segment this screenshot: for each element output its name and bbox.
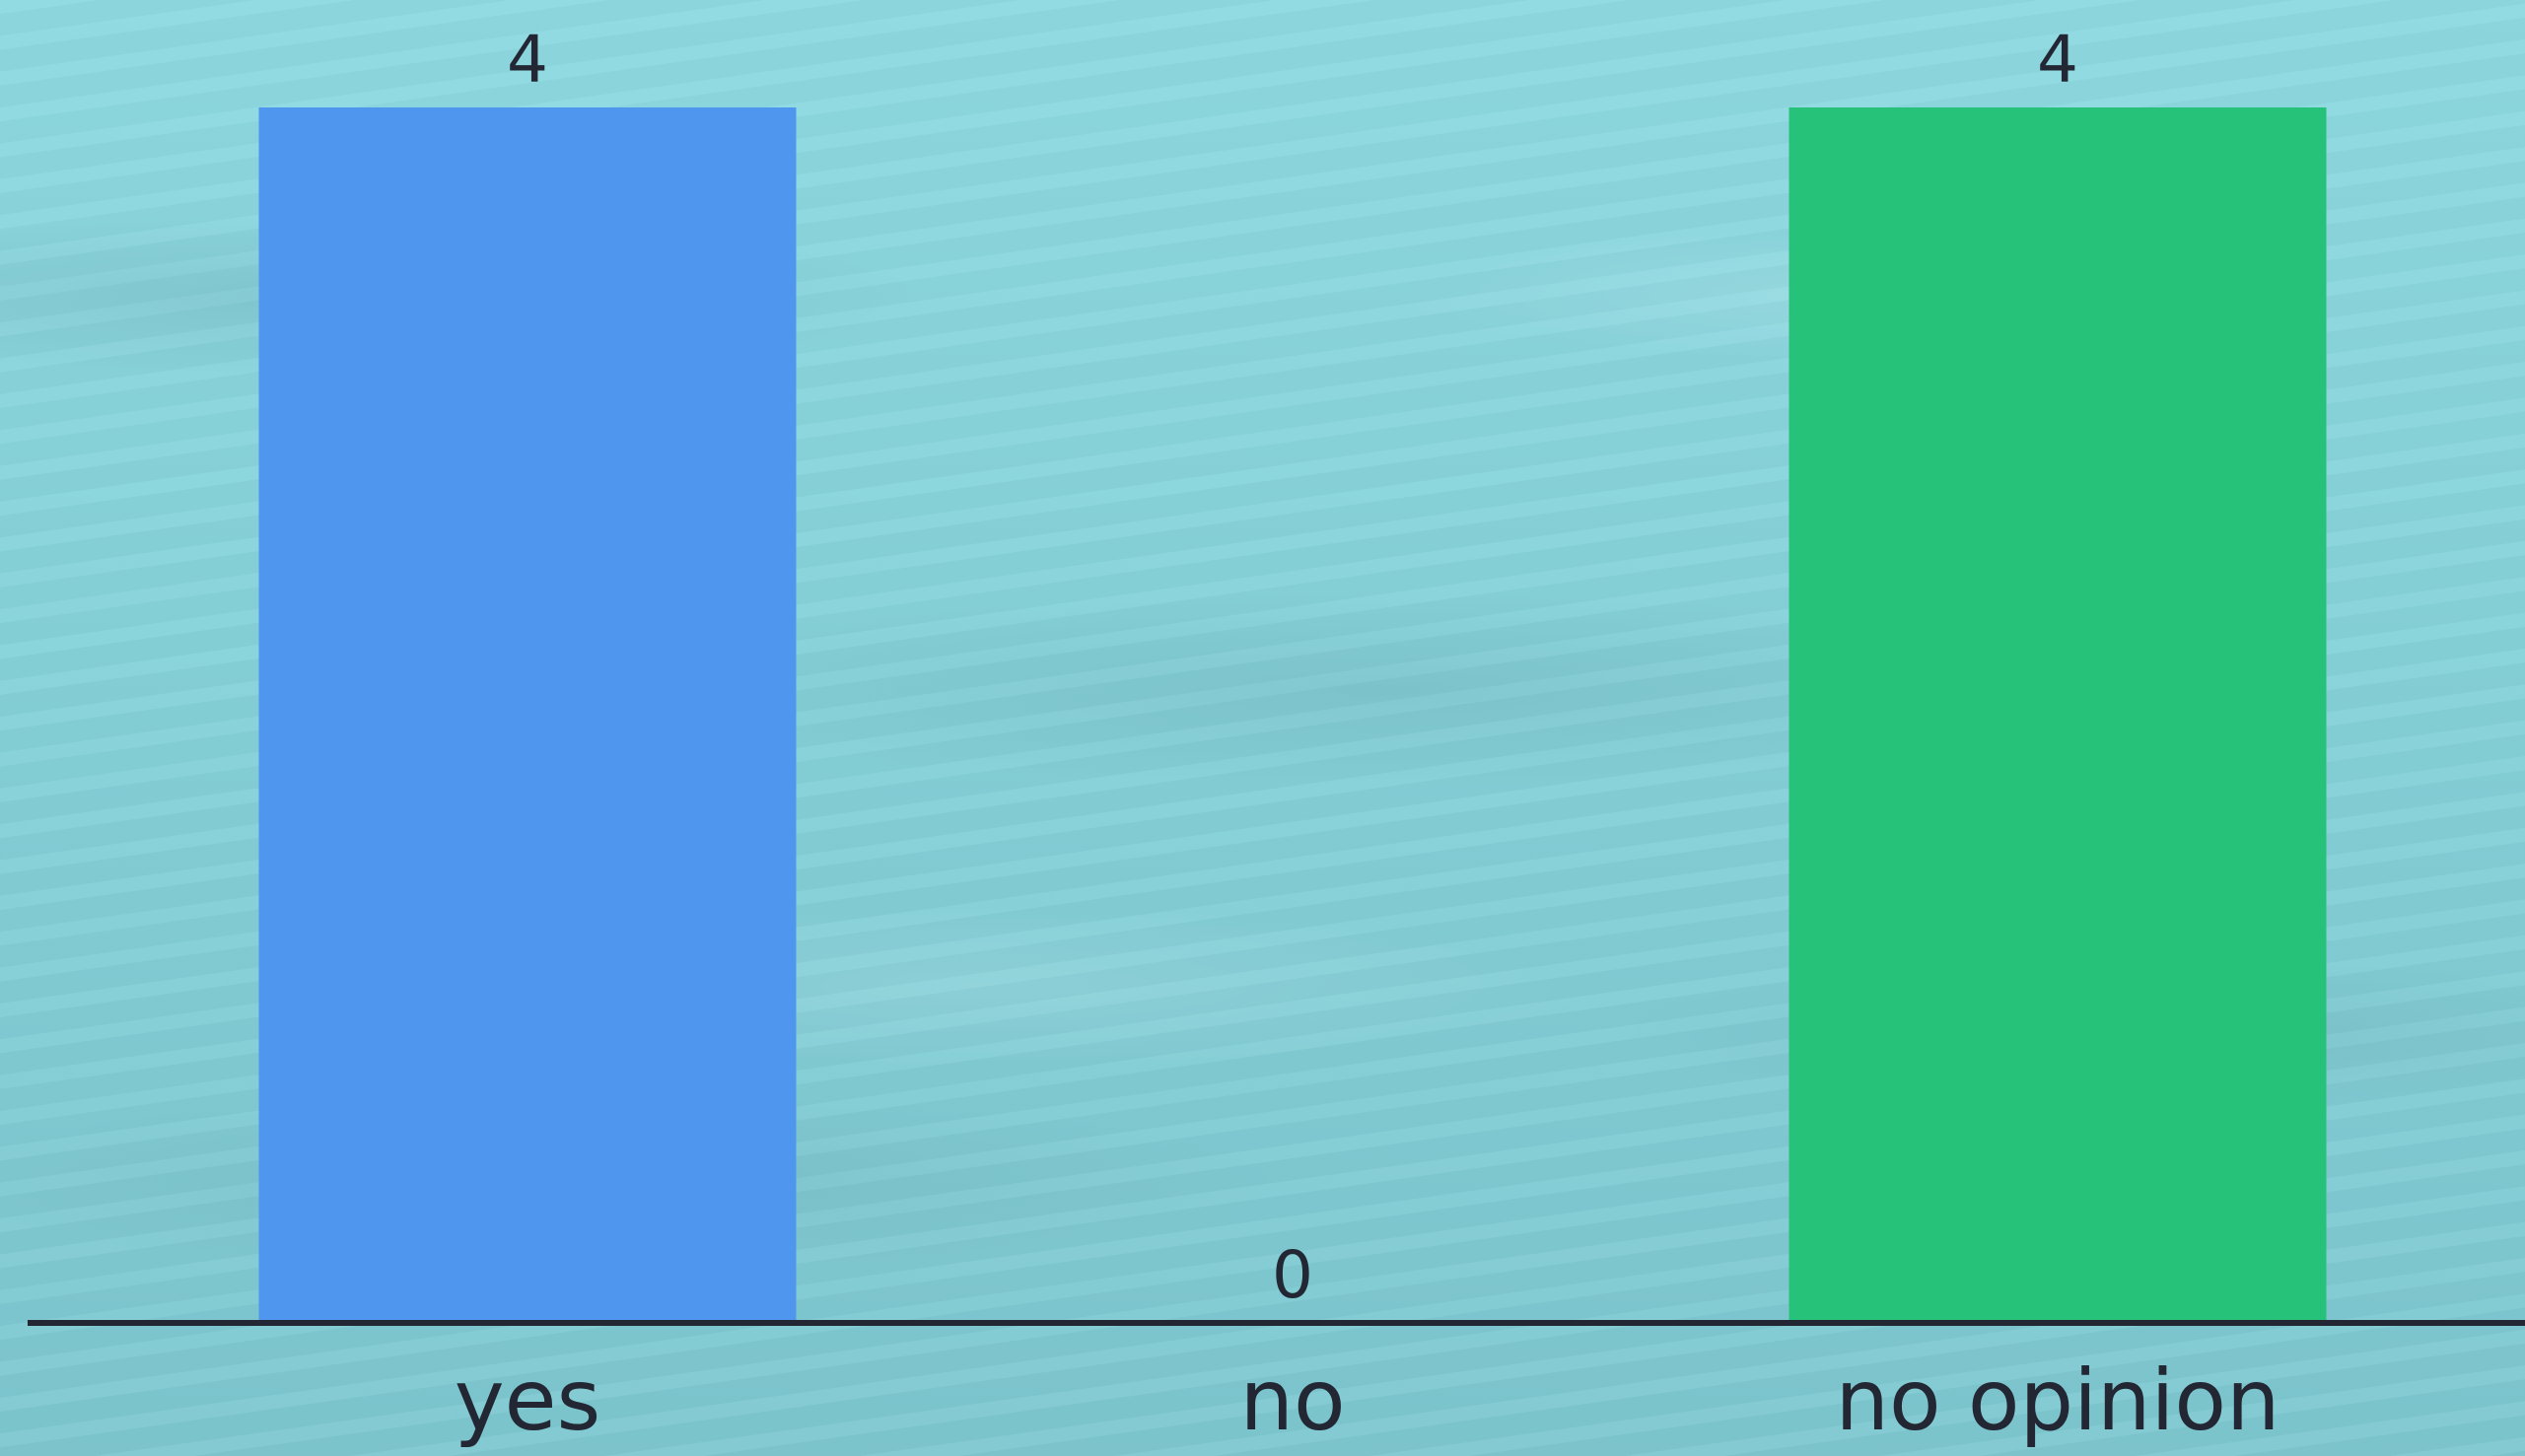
value-labels-group: 4 0 4 <box>507 22 2078 1313</box>
value-label-yes: 4 <box>507 22 548 98</box>
category-label-no-opinion: no opinion <box>1835 1352 2280 1450</box>
bar-yes <box>258 107 797 1323</box>
category-label-yes: yes <box>455 1352 601 1450</box>
bar-no-opinion <box>1789 107 2327 1323</box>
bars-group <box>258 107 2327 1323</box>
value-label-no: 0 <box>1272 1237 1313 1313</box>
value-label-no-opinion: 4 <box>2037 22 2078 98</box>
category-label-no: no <box>1239 1352 1345 1450</box>
category-labels-group: yes no no opinion <box>455 1352 2280 1450</box>
